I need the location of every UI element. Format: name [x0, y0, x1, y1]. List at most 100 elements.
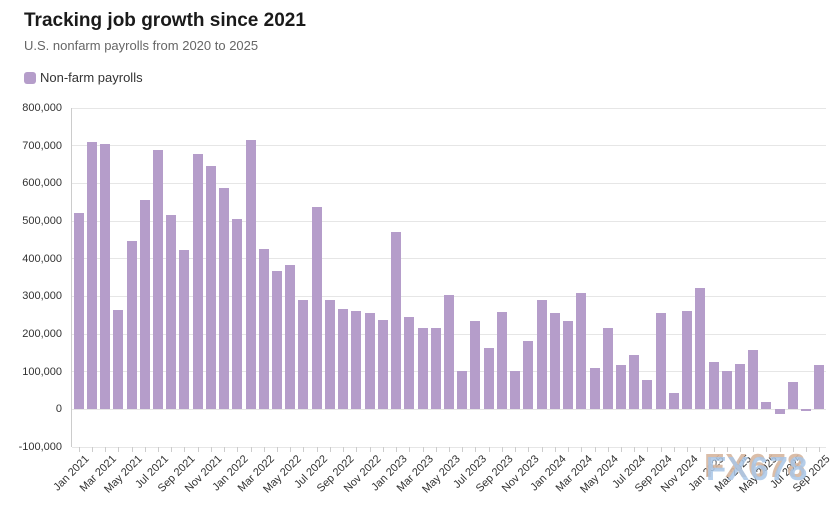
x-axis-tick: [700, 447, 702, 452]
y-axis-tick-label: 0: [55, 403, 62, 416]
x-axis-tick: [673, 447, 675, 452]
bar-jun-2024[interactable]: [615, 364, 626, 410]
bar-may-2021[interactable]: [126, 240, 137, 410]
legend-item-nonfarm-payrolls[interactable]: Non-farm payrolls: [40, 70, 143, 85]
bar-aug-2021[interactable]: [166, 214, 177, 410]
bar-oct-2021[interactable]: [192, 154, 203, 410]
x-axis-tick: [224, 447, 226, 452]
bar-dec-2024[interactable]: [695, 287, 706, 410]
y-axis-tick-label: -100,000: [18, 441, 62, 453]
x-axis-tick: [105, 447, 107, 452]
y-axis-tick-label: 500,000: [22, 215, 62, 227]
bar-aug-2024[interactable]: [642, 379, 653, 410]
bar-dec-2023[interactable]: [536, 300, 547, 410]
x-axis-tick: [766, 447, 768, 452]
bar-jul-2021[interactable]: [152, 149, 163, 410]
x-axis-tick: [568, 447, 570, 452]
bar-mar-2022[interactable]: [258, 248, 269, 410]
y-axis-tick-label: 200,000: [22, 328, 62, 340]
bar-may-2025[interactable]: [761, 402, 772, 410]
legend-swatch-icon: [24, 71, 36, 84]
x-axis-tick: [501, 447, 503, 452]
bar-nov-2023[interactable]: [523, 340, 534, 410]
y-axis-tick-label: 700,000: [22, 139, 62, 152]
gridline: [72, 145, 826, 147]
bar-sep-2025[interactable]: [814, 364, 825, 410]
gridline: [72, 220, 826, 222]
bar-may-2022[interactable]: [285, 265, 296, 410]
x-axis-tick: [263, 447, 265, 452]
x-axis-tick: [303, 447, 305, 452]
x-axis-tick: [237, 447, 239, 452]
x-axis-tick: [422, 447, 424, 452]
x-axis-tick: [660, 447, 662, 452]
bar-feb-2022[interactable]: [245, 140, 256, 410]
bar-apr-2022[interactable]: [272, 271, 283, 410]
bar-jan-2023[interactable]: [391, 232, 402, 410]
x-axis-tick: [753, 447, 755, 452]
bar-aug-2025[interactable]: [801, 409, 812, 411]
y-axis-tick-label: 600,000: [22, 177, 62, 190]
x-axis-tick: [475, 447, 477, 452]
x-axis-tick: [91, 447, 93, 452]
bar-oct-2023[interactable]: [510, 370, 521, 410]
bar-mar-2023[interactable]: [417, 328, 428, 410]
bar-dec-2021[interactable]: [219, 187, 230, 410]
bar-nov-2022[interactable]: [364, 312, 375, 410]
bar-mar-2024[interactable]: [576, 292, 587, 410]
bar-aug-2023[interactable]: [483, 348, 494, 410]
bar-jan-2025[interactable]: [708, 362, 719, 410]
bar-sep-2023[interactable]: [496, 312, 507, 410]
bar-apr-2024[interactable]: [589, 368, 600, 410]
bar-jun-2022[interactable]: [298, 299, 309, 410]
bar-nov-2021[interactable]: [205, 165, 216, 410]
bar-sep-2024[interactable]: [655, 313, 666, 410]
bar-oct-2022[interactable]: [351, 311, 362, 410]
plot-area: [71, 107, 826, 452]
gridline: [72, 182, 826, 184]
bar-aug-2022[interactable]: [324, 300, 335, 410]
bar-mar-2025[interactable]: [735, 364, 746, 410]
x-axis-tick: [435, 447, 437, 452]
x-axis-tick: [396, 447, 398, 452]
x-axis-tick: [515, 447, 517, 452]
bar-jun-2021[interactable]: [139, 199, 150, 410]
bar-jan-2024[interactable]: [549, 313, 560, 410]
bar-feb-2024[interactable]: [563, 320, 574, 410]
bar-jun-2023[interactable]: [457, 370, 468, 410]
bar-apr-2023[interactable]: [430, 328, 441, 410]
bar-may-2024[interactable]: [602, 328, 613, 410]
x-axis-tick: [197, 447, 199, 452]
x-axis-tick: [382, 447, 384, 452]
chart-title: Tracking job growth since 2021: [24, 10, 306, 31]
bar-apr-2021[interactable]: [113, 310, 124, 410]
bar-mar-2021[interactable]: [100, 144, 111, 410]
bar-oct-2024[interactable]: [668, 392, 679, 410]
x-axis-tick: [462, 447, 464, 452]
bar-apr-2025[interactable]: [748, 350, 759, 410]
bar-nov-2024[interactable]: [682, 311, 693, 410]
x-axis-tick: [620, 447, 622, 452]
gridline: [72, 258, 826, 260]
bar-feb-2021[interactable]: [86, 141, 97, 410]
x-axis-tick: [634, 447, 636, 452]
bar-feb-2025[interactable]: [721, 370, 732, 410]
bar-sep-2022[interactable]: [338, 308, 349, 410]
x-axis-tick: [594, 447, 596, 452]
bar-dec-2022[interactable]: [377, 320, 388, 410]
bar-feb-2023[interactable]: [404, 316, 415, 410]
x-axis-tick: [144, 447, 146, 452]
bar-jun-2025[interactable]: [774, 409, 785, 415]
bar-jul-2023[interactable]: [470, 321, 481, 410]
x-axis-tick: [369, 447, 371, 452]
bar-jul-2025[interactable]: [787, 382, 798, 410]
bar-jul-2022[interactable]: [311, 207, 322, 410]
gridline: [72, 107, 826, 109]
bar-may-2023[interactable]: [444, 294, 454, 410]
bar-sep-2021[interactable]: [179, 249, 190, 410]
x-axis-tick: [316, 447, 318, 452]
bar-jan-2022[interactable]: [232, 219, 243, 410]
bar-jul-2024[interactable]: [629, 355, 640, 410]
x-axis-tick: [409, 447, 411, 452]
bar-jan-2021[interactable]: [73, 213, 84, 410]
